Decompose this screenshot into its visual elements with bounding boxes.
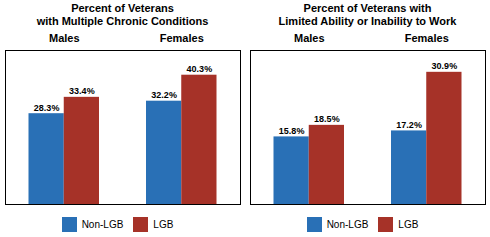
svg-text:33.4%: 33.4% bbox=[69, 86, 95, 96]
html-text:Non-LGB: Non-LGB bbox=[326, 219, 369, 230]
svg-text:30.9%: 30.9% bbox=[432, 61, 458, 71]
svg-text:Females: Females bbox=[160, 32, 204, 44]
html-text:Percent of Veterans with Multi: Percent of Veterans with Multiple Chroni… bbox=[36, 2, 209, 28]
svg-text:Males: Males bbox=[294, 32, 325, 44]
svg-text:40.3%: 40.3% bbox=[187, 64, 213, 74]
svg-text:18.5%: 18.5% bbox=[314, 114, 340, 124]
svg-text:28.3%: 28.3% bbox=[34, 103, 60, 113]
svg-text:17.2%: 17.2% bbox=[396, 120, 422, 130]
html-text:Non-LGB: Non-LGB bbox=[81, 219, 124, 230]
svg-text:Males: Males bbox=[49, 32, 80, 44]
html-text:LGB: LGB bbox=[398, 219, 419, 230]
html-text:Percent of Veterans with Limit: Percent of Veterans with Limited Ability… bbox=[278, 2, 457, 28]
html-text:LGB: LGB bbox=[153, 219, 174, 230]
svg-text:15.8%: 15.8% bbox=[279, 126, 305, 136]
svg-text:32.2%: 32.2% bbox=[151, 90, 177, 100]
svg-text:Females: Females bbox=[405, 32, 449, 44]
